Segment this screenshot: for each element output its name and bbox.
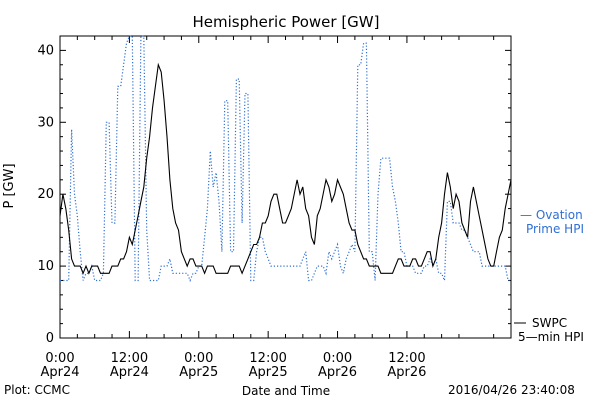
x-tick-label-time: 0:00 — [45, 351, 74, 366]
footer-credit: Plot: CCMC — [4, 383, 70, 397]
x-tick-label-time: 12:00 — [249, 351, 286, 366]
legend-ovation: — Ovation Prime HPI — [520, 208, 584, 236]
x-tick-label-date: Apr24 — [40, 365, 79, 380]
x-tick-label-date: Apr24 — [110, 365, 149, 380]
y-tick-label: 0 — [46, 331, 54, 346]
series-swpc-5min-hpi-line — [59, 62, 512, 275]
y-tick-label: 30 — [37, 115, 54, 130]
x-tick-label-time: 12:00 — [111, 351, 148, 366]
x-tick-label-time: 0:00 — [184, 351, 213, 366]
legend-ovation-line2: Prime HPI — [526, 222, 584, 236]
plot-frame — [59, 35, 512, 339]
y-axis: 0 10 20 30 40 — [37, 43, 511, 346]
legend-swpc-line2: 5—min HPI — [518, 330, 584, 344]
series-ovation-prime-hpi-line — [60, 35, 511, 283]
x-tick-label-date: Apr25 — [179, 365, 218, 380]
y-tick-label: 10 — [37, 259, 54, 274]
legend-swpc-line1: SWPC — [532, 316, 567, 330]
x-axis: 0:00Apr2412:00Apr240:00Apr2512:00Apr250:… — [40, 36, 495, 380]
x-axis-label: Date and Time — [242, 384, 330, 398]
legend-swpc: SWPC 5—min HPI — [514, 316, 584, 344]
y-axis-label: P [GW] — [2, 163, 17, 208]
x-tick-label-time: 12:00 — [388, 351, 425, 366]
series-layer — [59, 35, 512, 283]
footer-timestamp: 2016/04/26 23:40:08 — [448, 383, 575, 397]
x-tick-label-date: Apr26 — [318, 365, 357, 380]
legend-ovation-line1: — Ovation — [520, 208, 583, 222]
x-tick-label-date: Apr25 — [249, 365, 288, 380]
y-tick-label: 40 — [37, 43, 54, 58]
chart-title: Hemispheric Power [GW] — [193, 13, 380, 31]
x-tick-label-time: 0:00 — [323, 351, 352, 366]
x-tick-label-date: Apr26 — [387, 365, 426, 380]
y-tick-label: 20 — [37, 187, 54, 202]
